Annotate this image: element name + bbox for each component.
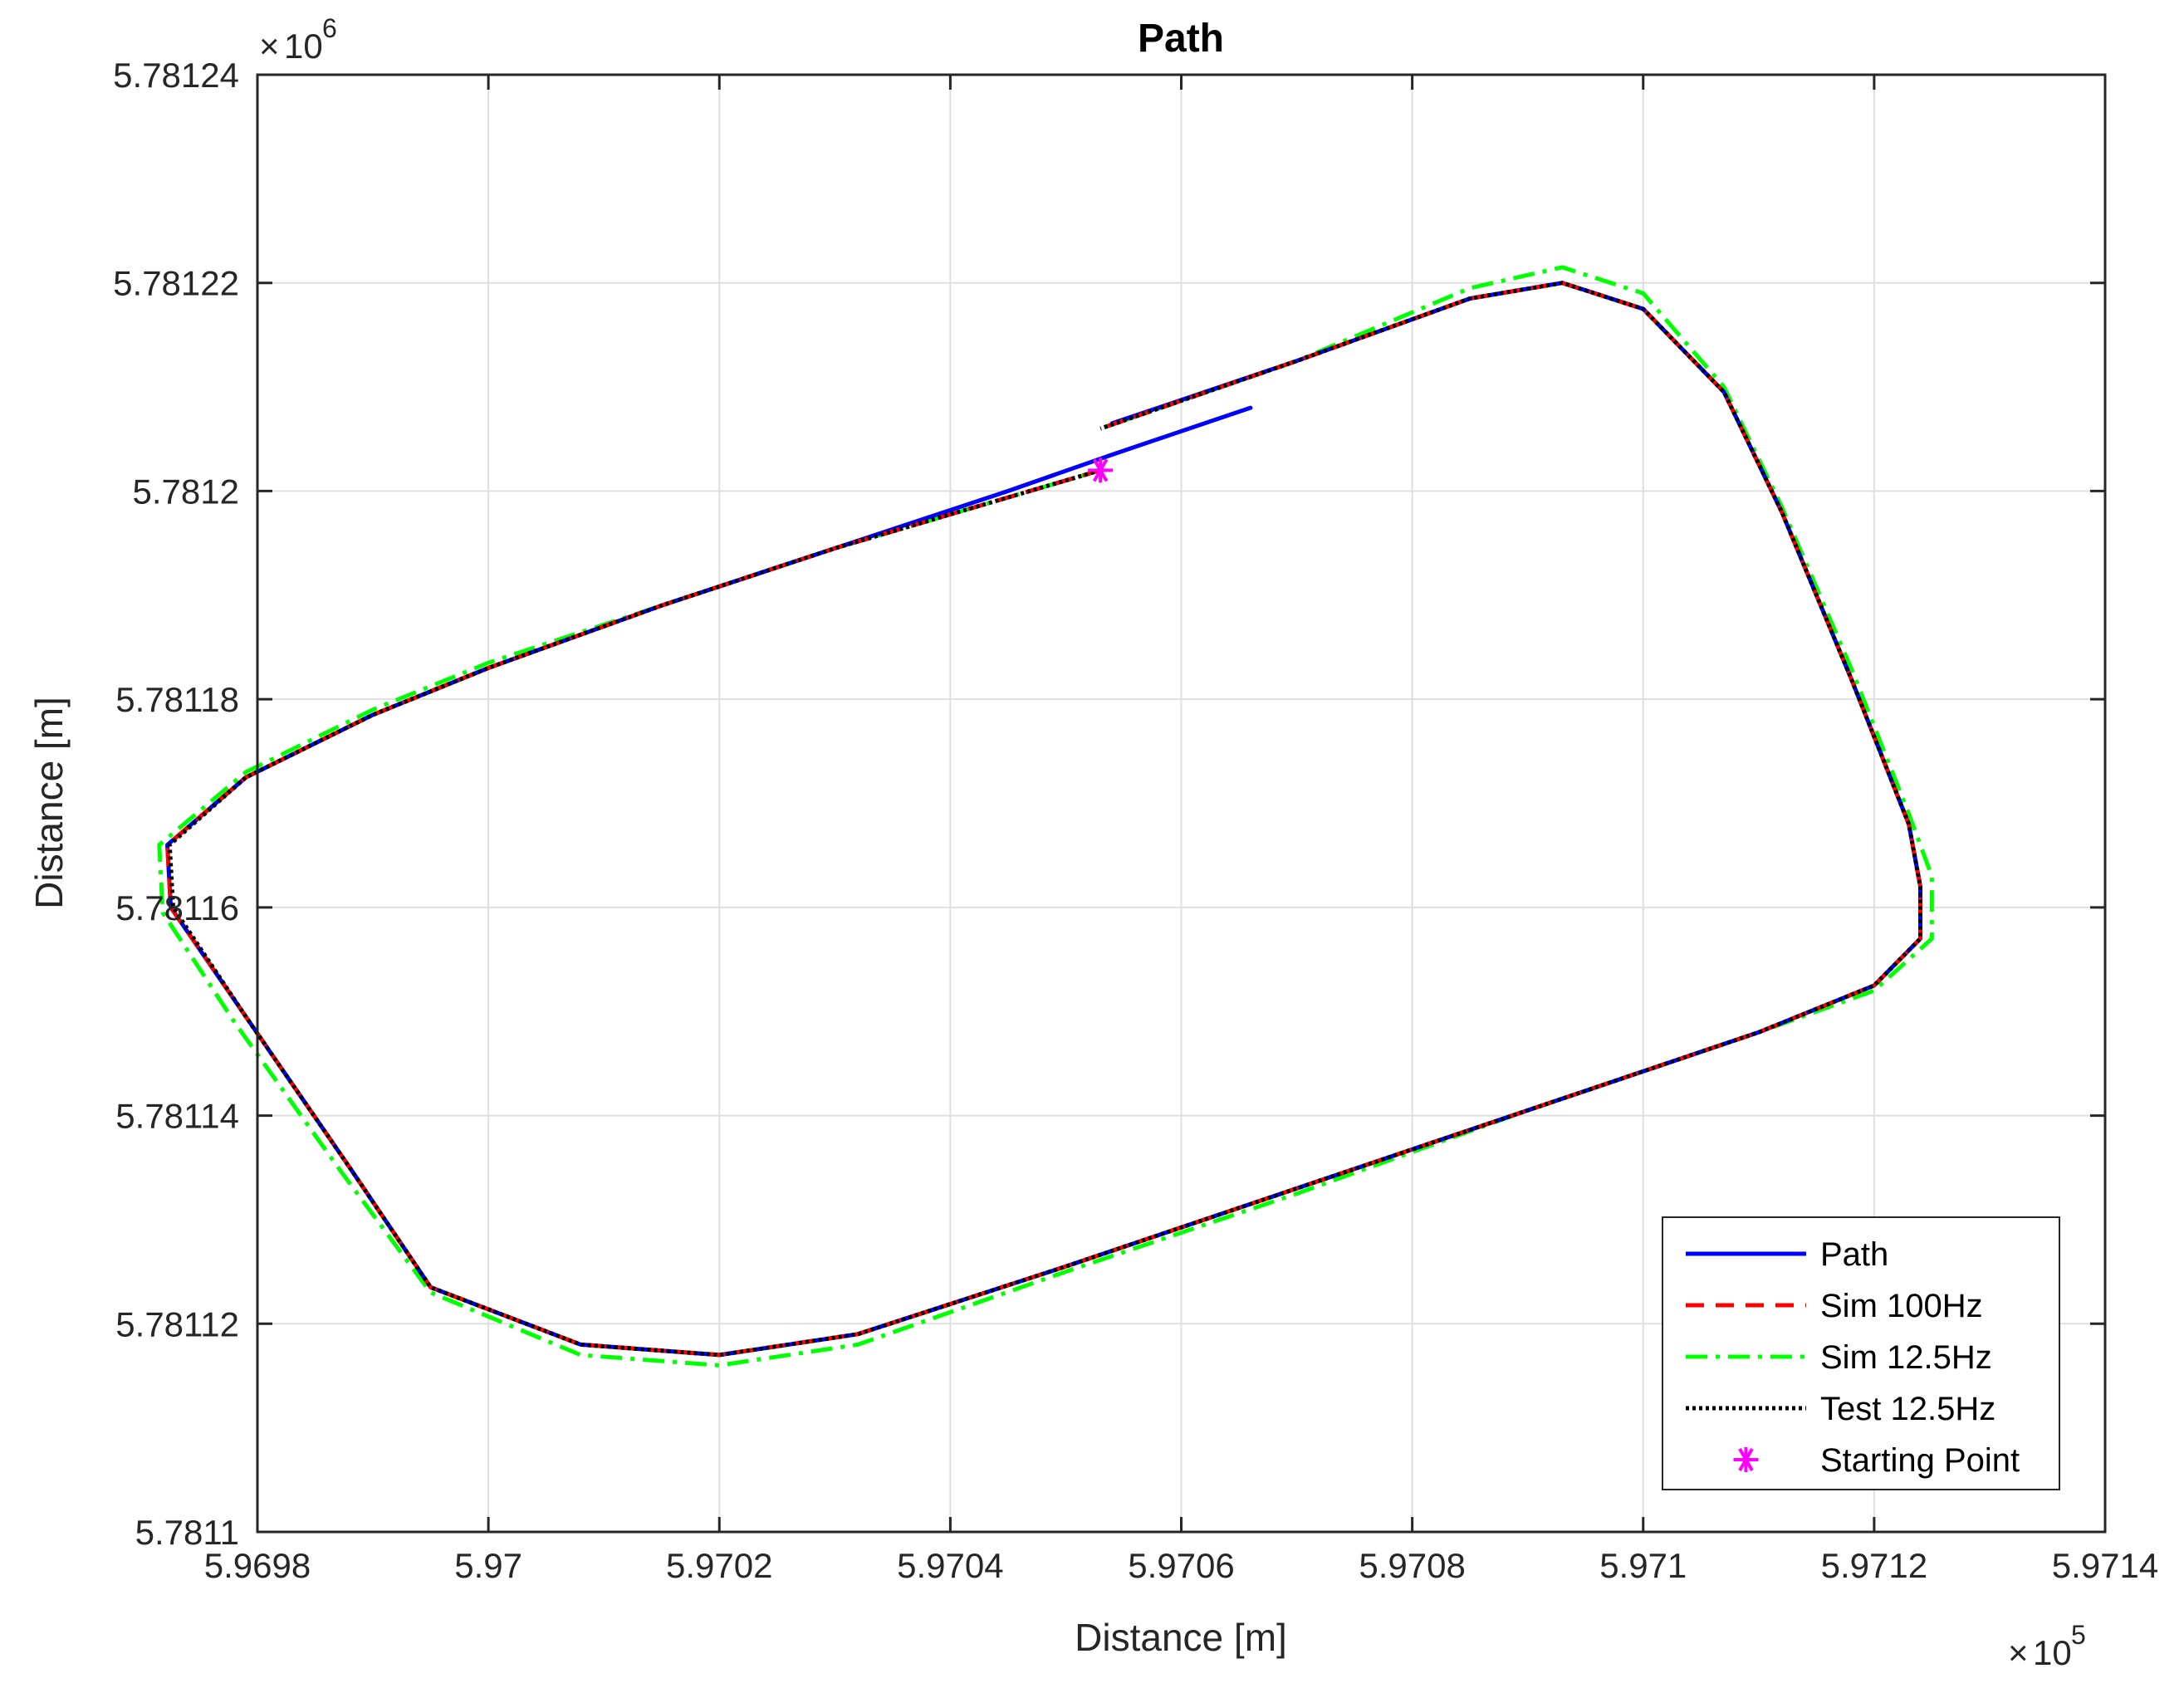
y-tick-label: 5.78118 [115, 680, 239, 719]
x-tick-label: 5.971 [1599, 1546, 1687, 1585]
ticks: 5.9698 5.97 5.9702 5.9704 5.9706 5.9708 5.971 5… [113, 56, 2158, 1585]
x-tick-label: 5.9704 [897, 1546, 1003, 1585]
x-tick-label: 5.9708 [1359, 1546, 1465, 1585]
x-axis-label: Distance [m] [1075, 1616, 1287, 1659]
x-tick-label: 5.9712 [1821, 1546, 1927, 1585]
series-layer [157, 265, 1934, 1368]
x-tick-label: 5.9714 [2052, 1546, 2158, 1585]
x-tick-label: 5.97 [454, 1546, 522, 1585]
y-tick-label: 5.78112 [115, 1304, 239, 1343]
series-line-test-12-5hz [167, 281, 1922, 1358]
legend-label: Starting Point [1820, 1442, 2020, 1479]
legend-label: Test 12.5Hz [1820, 1391, 1995, 1427]
chart-title: Path [1138, 17, 1224, 61]
x-tick-label: 5.9702 [666, 1546, 772, 1585]
legend: Path Sim 100Hz Sim 12.5Hz Test 12.5Hz Starti… [1662, 1216, 2060, 1490]
y-axis-exponent: × 10 6 [259, 13, 337, 66]
x-axis-exponent: × 10 5 [2008, 1620, 2086, 1672]
y-tick-label: 5.78114 [115, 1097, 239, 1136]
y-exponent-times: × [259, 27, 280, 66]
x-exponent-times: × [2008, 1633, 2029, 1672]
y-axis-label: Distance [m] [27, 697, 71, 909]
y-exponent-power: 6 [322, 13, 337, 43]
x-tick-label: 5.9698 [204, 1546, 311, 1585]
legend-label: Path [1820, 1236, 1888, 1273]
x-tick-label: 5.9706 [1128, 1546, 1234, 1585]
y-tick-label: 5.7812 [133, 472, 239, 511]
y-tick-label: 5.7811 [135, 1513, 239, 1552]
y-tick-label: 5.78116 [115, 888, 239, 927]
starting-point-marker [1088, 457, 1114, 483]
legend-swatch-starting-point [1733, 1447, 1759, 1472]
series-line-sim-12-5hz [157, 265, 1934, 1368]
legend-box [1662, 1216, 2060, 1490]
y-exponent-base: 10 [284, 27, 323, 66]
x-exponent-power: 5 [2071, 1620, 2086, 1650]
y-tick-label: 5.78122 [113, 264, 239, 303]
legend-label: Sim 100Hz [1820, 1288, 1983, 1324]
y-tick-label: 5.78124 [113, 56, 239, 95]
x-exponent-base: 10 [2033, 1633, 2072, 1672]
legend-label: Sim 12.5Hz [1820, 1339, 1992, 1376]
